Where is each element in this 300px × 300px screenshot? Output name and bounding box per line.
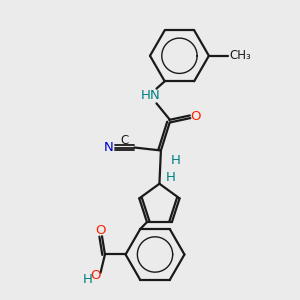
Text: H: H	[140, 89, 150, 103]
Text: CH₃: CH₃	[230, 49, 251, 62]
Text: O: O	[190, 110, 201, 123]
Text: H: H	[171, 154, 181, 167]
Text: N: N	[150, 89, 160, 103]
Text: C: C	[121, 134, 129, 147]
Text: O: O	[90, 269, 101, 282]
Text: O: O	[95, 224, 106, 237]
Text: H: H	[83, 273, 93, 286]
Text: N: N	[104, 141, 114, 154]
Text: H: H	[166, 171, 176, 184]
